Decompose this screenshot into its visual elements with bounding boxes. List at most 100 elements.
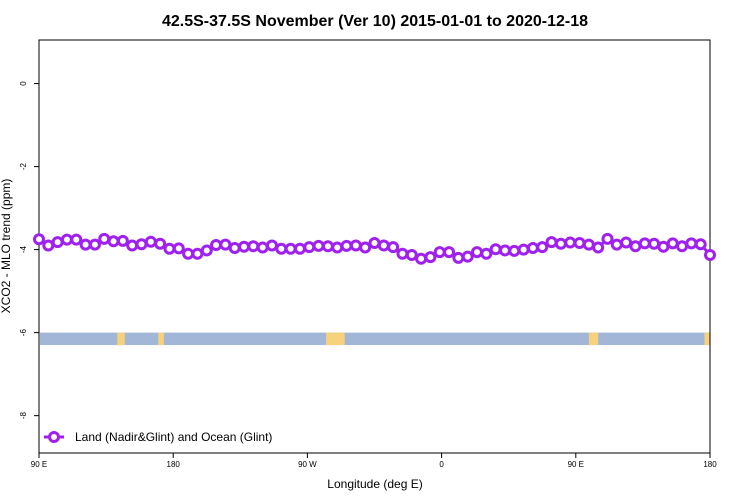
ocean-band xyxy=(40,332,709,346)
land-patch xyxy=(588,332,599,346)
data-point xyxy=(312,239,325,252)
x-tick-label: 90 E xyxy=(31,460,47,469)
data-point xyxy=(592,241,605,254)
data-point xyxy=(415,252,428,265)
chart-title: 42.5S-37.5S November (Ver 10) 2015-01-01… xyxy=(162,13,588,30)
data-point xyxy=(666,237,679,250)
data-point xyxy=(238,240,251,253)
data-point xyxy=(284,242,297,255)
data-point xyxy=(405,249,418,262)
x-tick-label: 90 E xyxy=(568,460,584,469)
land-patch xyxy=(158,332,164,346)
data-point xyxy=(182,247,195,260)
data-point xyxy=(265,239,278,252)
data-point xyxy=(256,241,269,254)
data-point xyxy=(321,240,334,253)
data-point xyxy=(163,242,176,255)
data-point xyxy=(98,232,111,245)
data-point xyxy=(387,241,400,254)
data-point xyxy=(126,239,139,252)
data-point xyxy=(191,247,204,260)
x-tick-label: 180 xyxy=(167,460,181,469)
surface-strip xyxy=(40,332,710,346)
data-point xyxy=(638,237,651,250)
data-point xyxy=(60,233,73,246)
data-point xyxy=(480,247,493,260)
data-point xyxy=(303,241,316,254)
series-layer xyxy=(33,232,716,265)
data-point xyxy=(601,232,614,245)
x-axis-label: Longitude (deg E) xyxy=(327,477,422,491)
data-point xyxy=(685,237,698,250)
data-point xyxy=(154,237,167,250)
data-point xyxy=(88,238,101,251)
y-tick-label: -4 xyxy=(19,246,28,254)
data-point xyxy=(564,236,577,249)
data-point xyxy=(70,233,83,246)
data-point xyxy=(657,240,670,253)
data-point xyxy=(573,236,586,249)
y-axis-label: XCO2 - MLO trend (ppm) xyxy=(0,179,13,314)
data-point xyxy=(452,251,465,264)
land-patch xyxy=(117,332,125,346)
data-point xyxy=(629,240,642,253)
data-point xyxy=(396,247,409,260)
legend-swatch-marker xyxy=(48,431,60,443)
data-point xyxy=(620,236,633,249)
data-point xyxy=(582,238,595,251)
data-point xyxy=(471,246,484,259)
data-point xyxy=(210,239,223,252)
data-point xyxy=(200,244,213,257)
data-point xyxy=(508,244,521,257)
data-point xyxy=(610,238,623,251)
data-point xyxy=(554,237,567,250)
data-point xyxy=(79,238,92,251)
x-tick-label: 90 W xyxy=(298,460,317,469)
data-point xyxy=(172,242,185,255)
data-point xyxy=(349,239,362,252)
data-point xyxy=(648,237,661,250)
data-point xyxy=(461,250,474,263)
data-point xyxy=(536,241,549,254)
data-point xyxy=(676,240,689,253)
data-point xyxy=(135,238,148,251)
data-point xyxy=(219,238,232,251)
y-tick-label: -8 xyxy=(19,412,28,420)
data-point xyxy=(443,246,456,259)
data-point xyxy=(51,236,64,249)
data-point xyxy=(694,238,707,251)
data-point xyxy=(704,249,716,262)
data-point xyxy=(33,233,45,246)
land-patch xyxy=(704,332,710,346)
data-point xyxy=(433,246,446,259)
data-point xyxy=(545,236,558,249)
data-point xyxy=(331,241,344,254)
data-point xyxy=(116,234,129,247)
data-point xyxy=(498,244,511,257)
data-point xyxy=(526,241,539,254)
data-point xyxy=(228,241,241,254)
data-point xyxy=(517,243,530,256)
x-tick-label: 0 xyxy=(439,460,444,469)
legend-label: Land (Nadir&Glint) and Ocean (Glint) xyxy=(75,430,272,444)
data-point xyxy=(359,241,372,254)
data-point xyxy=(340,239,353,252)
data-point xyxy=(107,235,120,248)
y-tick-label: -6 xyxy=(19,329,28,337)
plot-frame xyxy=(38,39,711,454)
data-point xyxy=(275,242,288,255)
data-point xyxy=(144,235,157,248)
y-tick-label: -2 xyxy=(19,162,28,170)
data-point xyxy=(377,239,390,252)
data-point xyxy=(293,242,306,255)
data-point xyxy=(489,243,502,256)
data-point xyxy=(424,251,437,264)
data-point xyxy=(368,236,381,249)
data-point xyxy=(42,239,55,252)
x-tick-label: 180 xyxy=(703,460,717,469)
y-tick-label: 0 xyxy=(19,81,28,86)
data-point xyxy=(247,240,260,253)
x-axis: 90 E 180 90 W 0 90 E 180 xyxy=(31,453,717,469)
land-patch xyxy=(326,332,345,346)
